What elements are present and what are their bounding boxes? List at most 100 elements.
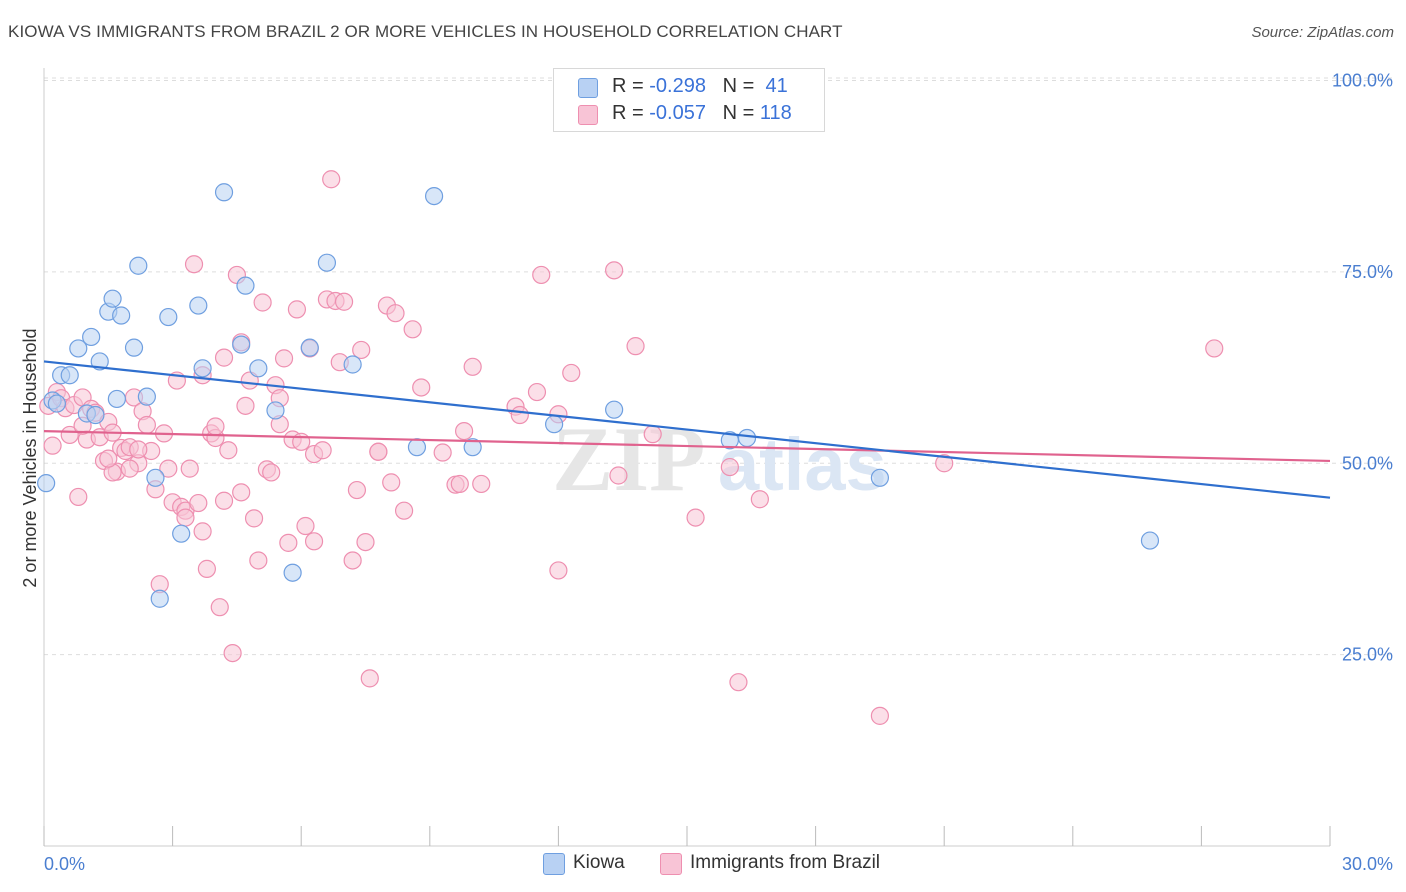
brazil-point xyxy=(549,561,568,580)
brazil-point xyxy=(720,457,739,477)
brazil-point xyxy=(279,533,298,552)
kiowa-point xyxy=(300,338,319,357)
brazil-point xyxy=(510,405,529,425)
kiowa-point xyxy=(82,327,101,347)
brazil-point xyxy=(609,466,628,485)
brazil-point xyxy=(249,551,268,570)
source-credit: Source: ZipAtlas.com xyxy=(1251,24,1394,41)
brazil-point xyxy=(386,304,405,323)
brazil-point xyxy=(43,436,62,455)
brazil-point xyxy=(137,415,156,435)
brazil-point xyxy=(334,292,354,311)
brazil-point xyxy=(450,474,469,494)
brazil-point xyxy=(313,441,332,460)
chart-title: KIOWA VS IMMIGRANTS FROM BRAZIL 2 OR MOR… xyxy=(8,22,843,41)
watermark-zip: ZIP xyxy=(552,408,705,510)
brazil-point xyxy=(262,463,281,482)
kiowa-point xyxy=(90,352,109,371)
brazil-point xyxy=(360,669,379,688)
kiowa-point xyxy=(146,468,165,487)
x-tick-label-min: 0.0% xyxy=(44,854,85,874)
brazil-point xyxy=(870,706,890,725)
brazil-point xyxy=(214,348,234,367)
kiowa-point xyxy=(317,253,337,272)
brazil-point xyxy=(120,459,139,478)
kiowa-point xyxy=(124,338,144,357)
correlation-legend: R = -0.298 N = 41 R = -0.057 N = 118 xyxy=(553,68,825,132)
kiowa-point xyxy=(343,355,362,374)
kiowa-point xyxy=(605,400,624,419)
kiowa-point xyxy=(193,359,212,378)
y-tick-label: 100.0% xyxy=(1332,71,1393,91)
brazil-point xyxy=(206,417,225,436)
brazil-point xyxy=(189,493,208,513)
kiowa-point xyxy=(150,589,169,608)
y-tick-label: 75.0% xyxy=(1342,262,1393,282)
brazil-point xyxy=(159,459,178,478)
kiowa-point xyxy=(172,524,191,543)
brazil-point xyxy=(605,261,624,280)
kiowa-point xyxy=(1140,531,1160,550)
brazil-point xyxy=(210,598,229,617)
legend-n-label: N = xyxy=(722,102,755,124)
kiowa-point xyxy=(37,474,56,493)
kiowa-point xyxy=(129,256,148,275)
brazil-point xyxy=(253,293,272,312)
series-kiowa-points xyxy=(37,183,1160,608)
legend-n-value-brazil: 118 xyxy=(759,102,792,124)
brazil-point xyxy=(412,378,431,397)
brazil-point xyxy=(532,265,551,285)
kiowa-point xyxy=(214,183,234,202)
brazil-point xyxy=(1205,339,1224,358)
brazil-point xyxy=(626,337,645,356)
kiowa-point xyxy=(103,289,122,308)
x-tick-label-max: 30.0% xyxy=(1342,854,1393,874)
brazil-point xyxy=(322,170,341,189)
kiowa-point xyxy=(112,306,131,325)
brazil-point xyxy=(214,491,234,510)
brazil-point xyxy=(176,508,195,527)
kiowa-point xyxy=(232,335,251,354)
series-legend: Kiowa Immigrants from Brazil xyxy=(0,850,1406,880)
legend-r-value-kiowa: -0.298 xyxy=(649,75,706,97)
kiowa-point xyxy=(545,415,564,434)
legend-swatch-brazil xyxy=(578,105,598,125)
kiowa-point xyxy=(60,366,79,385)
legend-swatch-kiowa xyxy=(543,853,565,875)
brazil-point xyxy=(347,480,367,500)
trend-line-brazil xyxy=(43,429,1331,463)
brazil-point xyxy=(184,255,204,274)
brazil-point xyxy=(236,396,255,415)
kiowa-point xyxy=(737,428,757,448)
legend-r-label: R = xyxy=(612,75,644,97)
legend-n-value-kiowa: 41 xyxy=(765,75,788,97)
kiowa-point xyxy=(249,359,268,378)
y-tick-labels: 25.0% 50.0% 75.0% 100.0% xyxy=(1332,71,1393,665)
kiowa-point xyxy=(424,186,444,206)
kiowa-point xyxy=(47,394,66,413)
legend-r-value-brazil: -0.057 xyxy=(649,102,706,124)
brazil-point xyxy=(382,473,401,492)
brazil-point xyxy=(223,643,242,663)
trend-lines xyxy=(43,360,1331,499)
brazil-point xyxy=(219,441,238,460)
brazil-point xyxy=(356,532,375,552)
brazil-point xyxy=(729,673,748,692)
y-tick-label: 50.0% xyxy=(1342,453,1393,473)
legend-n-label: N = xyxy=(722,75,755,97)
brazil-point xyxy=(304,532,324,551)
brazil-point xyxy=(99,449,118,468)
brazil-point xyxy=(180,459,199,478)
brazil-point xyxy=(193,522,212,541)
brazil-point xyxy=(287,300,307,319)
brazil-point xyxy=(472,474,491,494)
brazil-point xyxy=(686,508,705,527)
kiowa-point xyxy=(236,276,255,295)
kiowa-point xyxy=(407,438,427,457)
legend-label-kiowa: Kiowa xyxy=(573,852,625,873)
legend-swatch-brazil xyxy=(660,853,682,875)
y-tick-label: 25.0% xyxy=(1342,645,1393,665)
brazil-point xyxy=(244,509,264,528)
kiowa-point xyxy=(137,387,156,406)
